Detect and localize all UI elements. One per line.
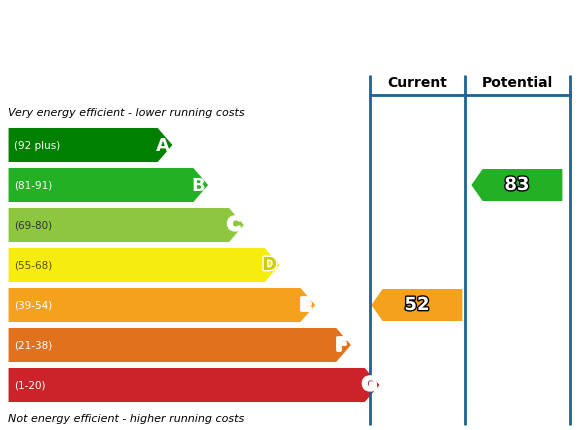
Text: B: B — [191, 177, 205, 194]
Text: A: A — [155, 137, 169, 155]
Text: D: D — [262, 256, 277, 274]
Text: (21-38): (21-38) — [14, 340, 52, 350]
Text: 52: 52 — [404, 296, 429, 314]
Text: Energy Efficiency Rating: Energy Efficiency Rating — [10, 15, 374, 42]
Text: (55-68): (55-68) — [14, 261, 52, 270]
Text: (39-54): (39-54) — [14, 300, 52, 310]
Polygon shape — [8, 248, 280, 283]
Text: C: C — [227, 216, 241, 234]
Polygon shape — [8, 128, 173, 163]
Text: Very energy efficient - lower running costs: Very energy efficient - lower running co… — [8, 108, 245, 118]
Polygon shape — [472, 169, 563, 202]
Text: 83: 83 — [505, 177, 530, 194]
Text: Potential: Potential — [482, 76, 553, 90]
Text: G: G — [362, 376, 377, 394]
Polygon shape — [8, 368, 380, 402]
Text: (1-20): (1-20) — [14, 380, 45, 390]
Polygon shape — [8, 168, 209, 203]
Polygon shape — [8, 208, 245, 243]
Polygon shape — [8, 288, 316, 323]
Text: Not energy efficient - higher running costs: Not energy efficient - higher running co… — [8, 413, 244, 423]
Text: (69-80): (69-80) — [14, 221, 52, 230]
Polygon shape — [8, 328, 351, 363]
Text: (92 plus): (92 plus) — [14, 141, 60, 150]
Text: E: E — [299, 296, 311, 314]
Text: (81-91): (81-91) — [14, 181, 52, 190]
Text: F: F — [335, 336, 347, 354]
Polygon shape — [371, 289, 462, 321]
Text: Current: Current — [387, 76, 447, 90]
